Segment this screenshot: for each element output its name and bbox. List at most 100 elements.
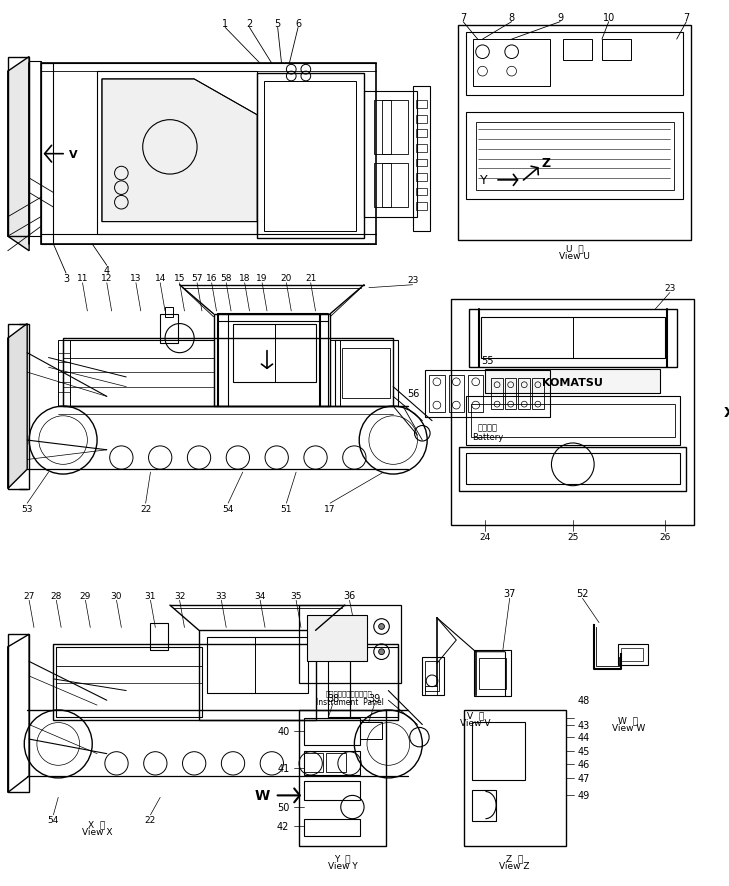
Bar [472, 789, 496, 820]
Bar [448, 376, 464, 413]
Text: インスフルメントパネル: インスフルメントパネル [326, 689, 373, 696]
Bar [304, 753, 323, 773]
Text: KOMATSU: KOMATSU [542, 377, 603, 387]
Text: 11: 11 [77, 274, 88, 284]
Bar [469, 309, 677, 368]
Text: 58: 58 [220, 274, 232, 284]
Text: 16: 16 [206, 274, 217, 284]
Circle shape [378, 624, 384, 630]
Bar [480, 317, 665, 358]
Text: 18: 18 [239, 274, 250, 284]
Text: 5: 5 [275, 19, 281, 28]
Bar [505, 378, 516, 409]
Bar [422, 657, 444, 696]
Bar [416, 189, 427, 196]
Text: X  模: X 模 [88, 820, 106, 828]
Bar [479, 657, 506, 688]
Bar [307, 615, 367, 662]
Bar [602, 40, 631, 61]
Bar [342, 348, 390, 399]
Bar [207, 637, 308, 694]
Text: 23: 23 [407, 276, 418, 285]
Bar [299, 605, 401, 683]
Bar [416, 144, 427, 152]
Text: 9: 9 [557, 12, 564, 23]
Text: 48: 48 [577, 696, 590, 705]
Text: 52: 52 [576, 589, 589, 599]
Bar [53, 644, 398, 719]
Text: 7: 7 [460, 12, 467, 23]
Bar [199, 631, 316, 719]
Text: X: X [723, 406, 729, 419]
Text: Instrument  Panel: Instrument Panel [316, 697, 383, 706]
Text: 43: 43 [577, 719, 590, 730]
Bar [466, 453, 679, 485]
Bar [474, 650, 511, 696]
Bar [425, 370, 550, 417]
Bar [304, 751, 360, 775]
Bar [416, 116, 427, 123]
Text: W: W [254, 789, 270, 803]
Text: 55: 55 [481, 356, 494, 366]
Text: View Z: View Z [499, 861, 530, 870]
Text: V: V [69, 150, 77, 159]
Bar [264, 82, 356, 232]
Text: 1: 1 [222, 19, 228, 28]
Circle shape [378, 649, 384, 655]
Text: Z  模: Z 模 [506, 853, 523, 862]
Text: View X: View X [82, 827, 112, 835]
Polygon shape [8, 58, 29, 252]
Bar [381, 101, 391, 154]
Text: 17: 17 [324, 504, 336, 513]
Text: 44: 44 [577, 733, 590, 742]
Bar [466, 113, 684, 200]
Text: 20: 20 [281, 274, 292, 284]
Text: View Y: View Y [328, 861, 358, 870]
Bar [466, 34, 684, 97]
Bar [459, 447, 687, 491]
Text: 54: 54 [47, 815, 59, 824]
Bar [416, 130, 427, 138]
Polygon shape [102, 80, 257, 222]
Bar [299, 711, 386, 846]
Bar [416, 174, 427, 182]
Bar [413, 87, 430, 232]
Bar [451, 300, 694, 525]
Text: V  模: V 模 [467, 711, 484, 719]
Text: 4: 4 [104, 266, 110, 276]
Bar [63, 338, 393, 407]
Text: View U: View U [559, 252, 590, 260]
Bar [8, 58, 29, 237]
Text: 56: 56 [408, 389, 420, 399]
Bar [330, 341, 340, 407]
Polygon shape [8, 324, 27, 489]
Text: 24: 24 [480, 532, 491, 541]
Text: 13: 13 [130, 274, 141, 284]
Text: 39: 39 [369, 694, 381, 703]
Bar [304, 819, 360, 836]
Bar [471, 405, 675, 438]
Bar [472, 722, 525, 780]
Bar [326, 753, 346, 773]
Text: 22: 22 [140, 504, 151, 513]
Text: 50: 50 [277, 802, 289, 812]
Bar [381, 164, 391, 208]
Bar [459, 26, 691, 241]
Bar [416, 203, 427, 211]
Text: 15: 15 [174, 274, 185, 284]
Bar [464, 711, 566, 846]
Bar [416, 101, 427, 109]
Text: 30: 30 [111, 591, 122, 600]
Text: 6: 6 [295, 19, 301, 28]
Text: 46: 46 [577, 759, 590, 769]
Bar [360, 722, 381, 739]
Text: 32: 32 [174, 591, 185, 600]
Bar [486, 369, 660, 394]
Text: 37: 37 [504, 589, 516, 599]
Bar [8, 324, 29, 489]
Bar [429, 376, 445, 413]
Text: 27: 27 [23, 591, 35, 600]
Text: 57: 57 [191, 274, 203, 284]
Text: View V: View V [461, 719, 491, 727]
Text: Y: Y [480, 175, 488, 187]
